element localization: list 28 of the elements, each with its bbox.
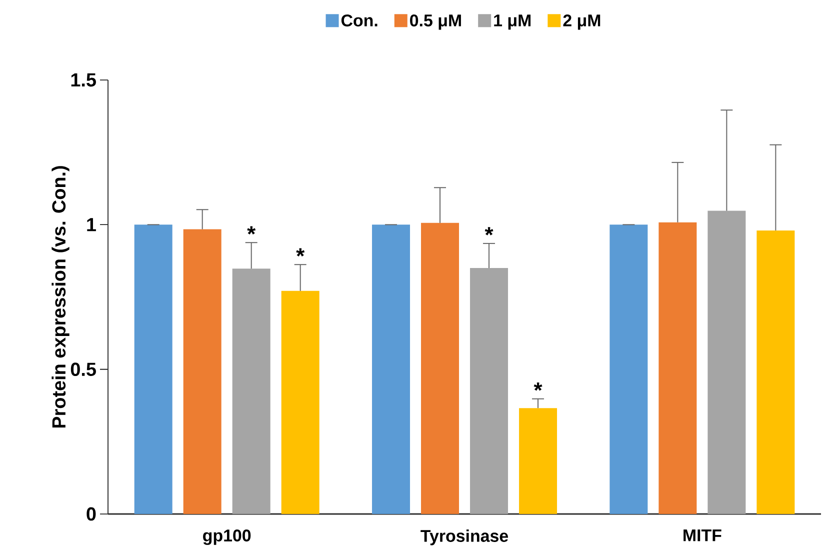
bar	[134, 224, 172, 514]
legend-label: 1 μM	[494, 14, 531, 30]
bar	[756, 230, 795, 514]
legend-label: 0.5 μM	[410, 14, 461, 30]
bar	[470, 268, 508, 514]
x-tick-label: MITF	[684, 530, 722, 542]
y-tick-label: 1.5	[71, 73, 96, 87]
x-tick-label: gp100	[203, 530, 251, 545]
bar	[281, 290, 320, 514]
annotation: *	[484, 227, 494, 236]
bar	[610, 224, 648, 514]
bar	[519, 408, 558, 514]
bar	[708, 210, 746, 514]
y-tick-label: 0.5	[70, 362, 96, 376]
x-tick-label: Tyrosinase	[420, 530, 508, 546]
annotation: *	[247, 226, 256, 234]
y-tick-label: 1	[87, 218, 96, 232]
bar	[658, 222, 697, 514]
annotation: *	[534, 382, 542, 391]
legend-label: Con.	[341, 14, 378, 26]
bar	[421, 222, 460, 514]
bar	[232, 268, 270, 514]
bar	[183, 229, 222, 514]
annotation: *	[296, 248, 305, 256]
bar	[372, 224, 410, 514]
legend-label: 2 μM	[563, 14, 600, 30]
y-axis-title: Protein expression (vs. Con.)	[52, 166, 70, 428]
y-tick-label: 0	[86, 507, 96, 521]
